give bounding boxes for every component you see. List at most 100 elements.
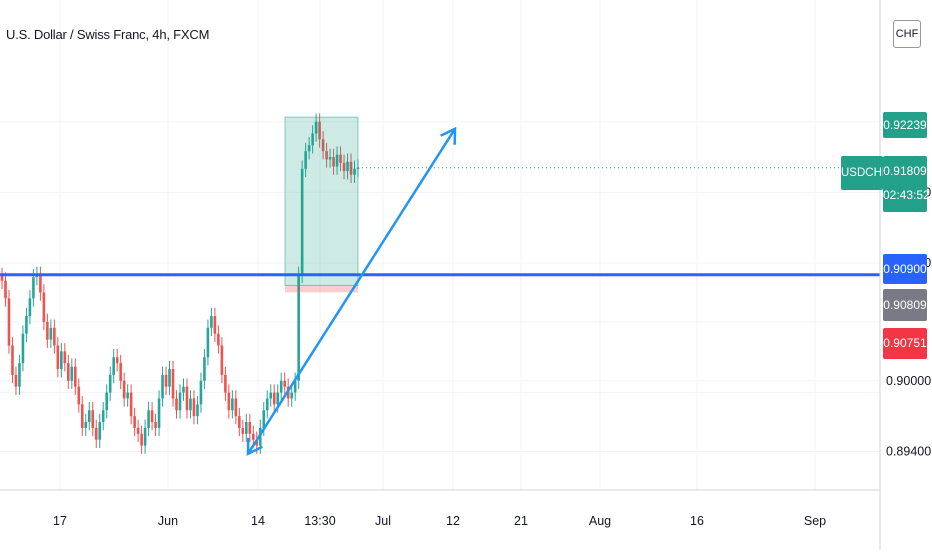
countdown: 02:43:52 <box>883 188 930 202</box>
x-tick-label: Aug <box>589 514 611 528</box>
price-tag-current: 0.91809 02:43:52 <box>883 156 930 212</box>
price-tag-gray: 0.90809 <box>883 289 927 321</box>
candle-body <box>11 345 14 375</box>
candle-body <box>307 145 311 152</box>
chart-title: U.S. Dollar / Swiss Franc, 4h, FXCM <box>6 27 210 42</box>
candle-body <box>276 392 280 405</box>
candle-body <box>150 410 154 423</box>
candle-body <box>234 398 238 417</box>
candle-body <box>25 316 28 334</box>
candle-body <box>346 161 349 172</box>
price-tag-red: 0.90751 <box>883 328 927 359</box>
candle-body <box>122 380 126 399</box>
candle-body <box>175 398 178 411</box>
candle-body <box>199 380 203 405</box>
currency-button[interactable]: CHF <box>893 20 921 48</box>
candle-body <box>182 386 185 393</box>
forecast-arrow-tail <box>246 437 263 456</box>
candle-body <box>98 422 102 440</box>
candle-body <box>140 433 143 446</box>
candle-body <box>171 369 175 399</box>
candle-body <box>56 345 60 370</box>
candle-body <box>283 380 287 387</box>
candle-body <box>119 363 122 381</box>
candle-body <box>49 327 53 340</box>
candle-body <box>94 427 98 440</box>
price-tag-upper: 0.92239 <box>883 112 927 138</box>
candle-body <box>168 369 171 387</box>
forecast-arrow-head <box>440 126 457 145</box>
x-tick-label: Jun <box>158 514 178 528</box>
candle-body <box>77 386 81 405</box>
candle-body <box>147 410 150 428</box>
candle-body <box>213 316 217 334</box>
symbol-label: USDCHF <box>841 156 889 190</box>
candle-body <box>349 161 353 175</box>
candle-body <box>248 422 252 434</box>
candle-body <box>325 151 328 160</box>
candle-body <box>335 154 339 167</box>
candle-body <box>227 392 231 411</box>
candle-body <box>7 298 11 346</box>
candle-body <box>14 374 18 387</box>
candle-body <box>185 386 189 411</box>
candle-body <box>196 404 199 417</box>
candle-body <box>136 427 140 434</box>
candle-body <box>133 416 136 428</box>
grid <box>0 0 880 490</box>
candle-body <box>39 274 42 293</box>
overlays <box>0 116 880 456</box>
stop-zone <box>285 285 358 293</box>
candle-body <box>203 357 206 381</box>
candle-body <box>178 392 182 411</box>
candle-body <box>328 157 332 160</box>
candle-body <box>91 410 95 428</box>
x-tick-label: 17 <box>53 514 67 528</box>
candle-body <box>290 392 293 399</box>
candle-body <box>4 280 7 299</box>
candle-body <box>342 162 346 172</box>
candle-body <box>311 133 314 146</box>
candle-body <box>67 363 70 381</box>
candle-body <box>0 275 4 281</box>
candle-body <box>265 398 269 411</box>
candle-body <box>339 154 342 163</box>
candle-body <box>255 439 259 446</box>
candle-body <box>300 168 304 275</box>
candle-body <box>297 274 300 381</box>
candle-body <box>224 374 227 393</box>
x-tick-label: 21 <box>514 514 528 528</box>
candle-body <box>206 327 210 358</box>
x-axis: 17 Jun 14 13:30 Jul 12 21 Aug 16 Sep <box>0 489 880 528</box>
candle-body <box>126 392 129 399</box>
candle-body <box>32 277 35 299</box>
candle-body <box>262 410 266 428</box>
candle-body <box>63 351 67 364</box>
candle-body <box>293 380 297 393</box>
candle-body <box>42 292 46 322</box>
candle-body <box>143 427 147 446</box>
candle-body <box>73 366 77 387</box>
candle-body <box>105 392 109 411</box>
candle-body <box>101 410 105 423</box>
candle-body <box>245 422 248 434</box>
candle-body <box>220 345 224 375</box>
x-tick-label: 13:30 <box>304 514 335 528</box>
candle-body <box>231 398 234 411</box>
candle-body <box>70 366 74 381</box>
candle-body <box>251 433 255 440</box>
x-tick-label: Sep <box>804 514 826 528</box>
y-tick-label: 0.89400 <box>886 444 931 458</box>
candle-body <box>332 157 335 167</box>
candle-body <box>28 298 32 317</box>
candle-body <box>60 351 63 370</box>
y-tick-label: 0.90000 <box>886 374 931 388</box>
candle-body <box>241 427 245 434</box>
candle-body <box>108 374 112 393</box>
candle-body <box>269 392 273 399</box>
candle-body <box>112 357 115 375</box>
candle-body <box>353 168 356 175</box>
candle-body <box>192 398 196 417</box>
